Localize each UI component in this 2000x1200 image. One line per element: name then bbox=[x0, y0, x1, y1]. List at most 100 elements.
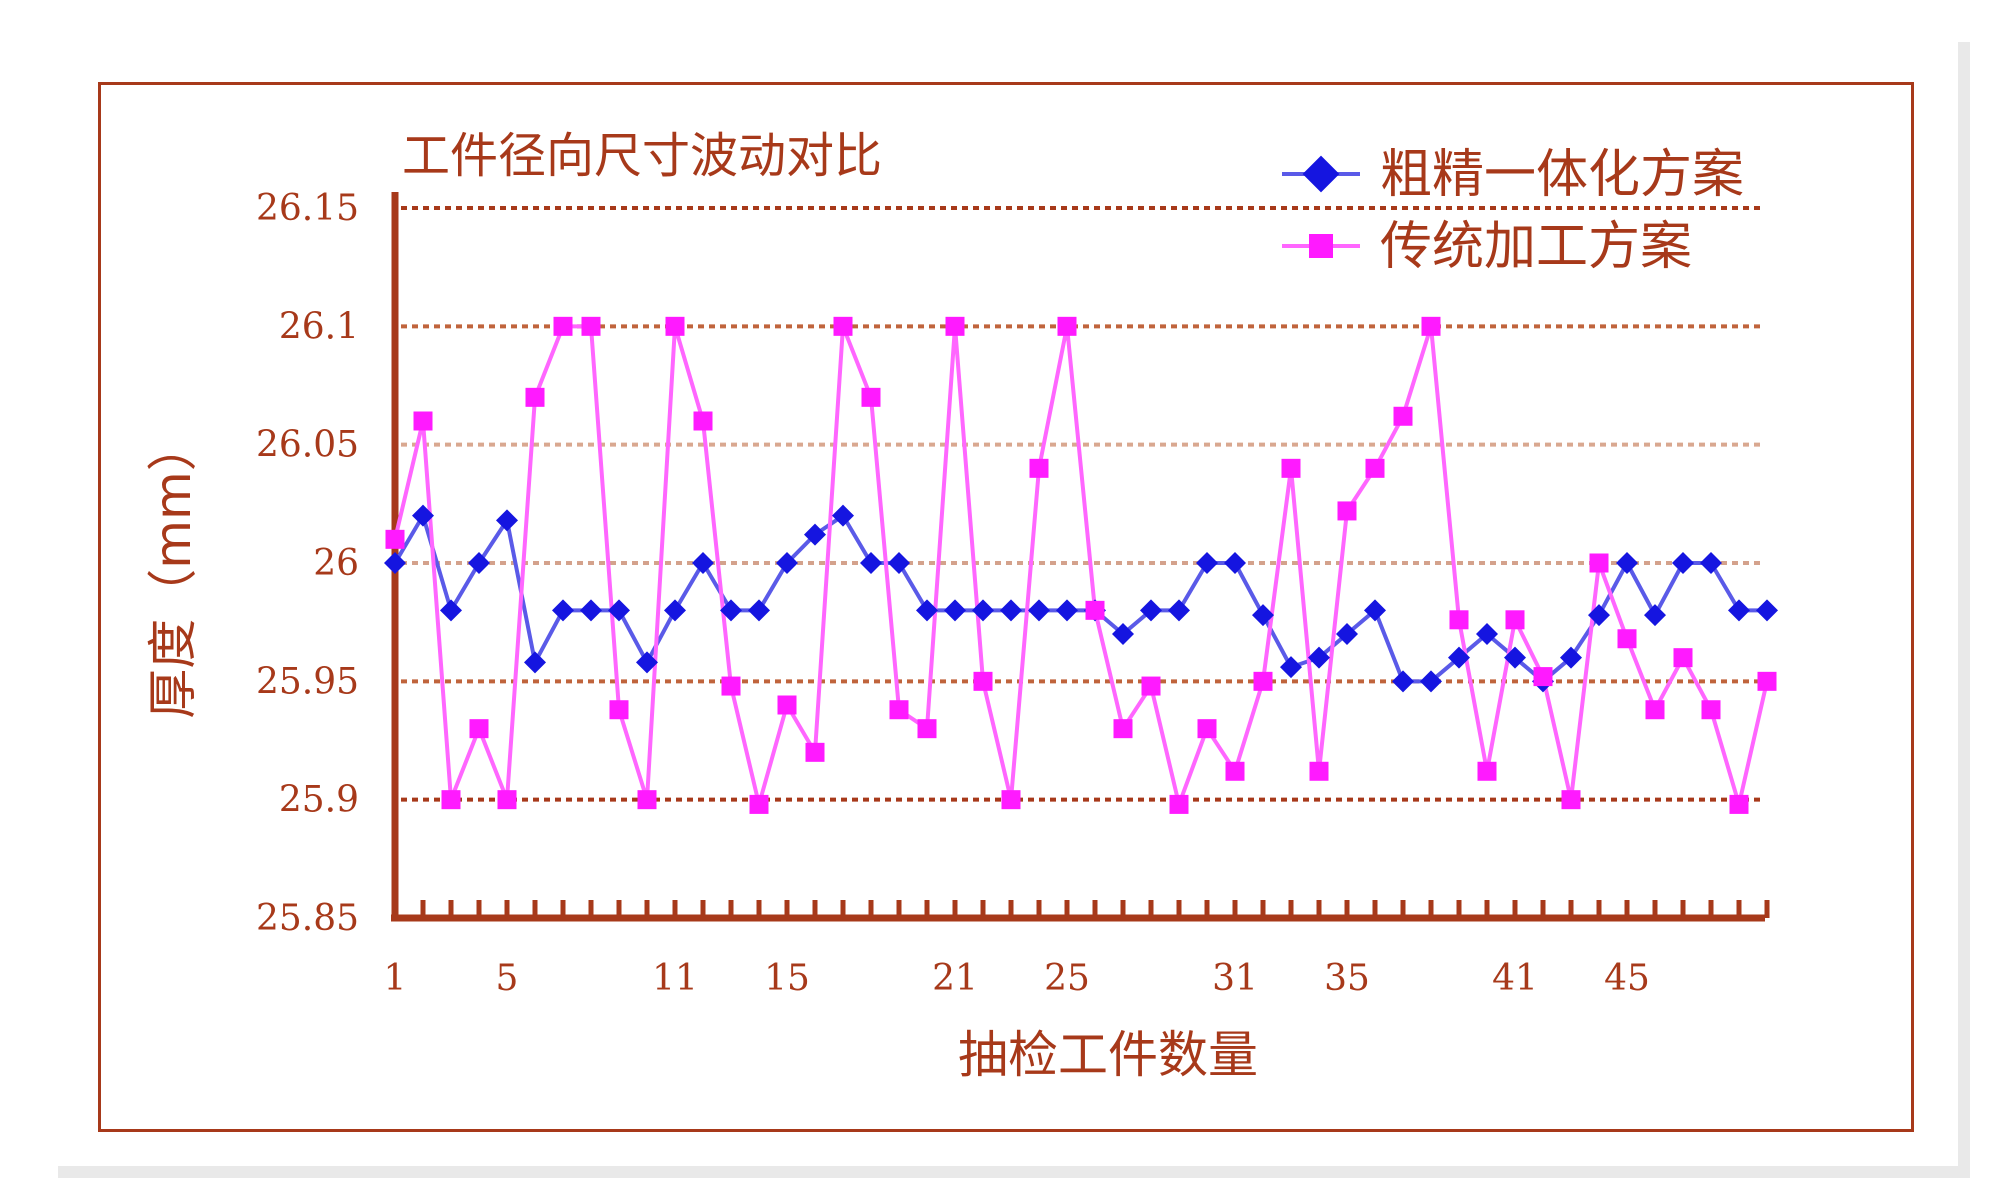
series-line bbox=[393, 324, 1769, 807]
data-point-diamond bbox=[580, 599, 602, 622]
data-point-square bbox=[1001, 790, 1021, 810]
data-point-square bbox=[721, 676, 741, 696]
data-point-square bbox=[1505, 610, 1525, 630]
data-point-square bbox=[497, 790, 517, 810]
data-point-diamond bbox=[860, 552, 882, 574]
data-point-diamond bbox=[1056, 599, 1078, 622]
data-point-diamond bbox=[412, 504, 434, 527]
data-point-square bbox=[1141, 676, 1161, 696]
data-point-diamond bbox=[832, 504, 854, 527]
data-point-square bbox=[945, 316, 965, 336]
data-point-square bbox=[553, 316, 573, 336]
y-tick-label: 25.95 bbox=[256, 661, 359, 702]
data-point-diamond bbox=[1392, 670, 1414, 693]
data-point-square bbox=[1365, 458, 1385, 478]
data-point-diamond bbox=[972, 599, 994, 622]
data-point-diamond bbox=[776, 552, 798, 574]
data-point-square bbox=[1589, 553, 1609, 573]
y-tick-label: 26.1 bbox=[279, 306, 359, 347]
data-point-diamond bbox=[1588, 604, 1610, 627]
data-point-square bbox=[1533, 667, 1553, 687]
data-point-diamond bbox=[1196, 552, 1218, 574]
data-point-diamond bbox=[720, 599, 742, 622]
data-point-diamond bbox=[1168, 599, 1190, 622]
data-point-diamond bbox=[692, 552, 714, 574]
x-tick-label: 31 bbox=[1212, 958, 1258, 999]
data-point-square bbox=[1085, 600, 1105, 620]
x-tick-labels: 1 5 11 15 21 25 31 35 41 45 bbox=[384, 958, 1650, 999]
series-layer bbox=[384, 316, 1778, 814]
data-point-diamond bbox=[524, 651, 546, 674]
data-point-diamond bbox=[804, 523, 826, 546]
data-point-square bbox=[1029, 458, 1049, 478]
chart-title: 工件径向尺寸波动对比 bbox=[402, 128, 882, 184]
data-point-square bbox=[1645, 700, 1665, 720]
data-point-square bbox=[1113, 719, 1133, 739]
series-0-markers bbox=[384, 504, 1778, 693]
x-tick-label: 41 bbox=[1492, 958, 1538, 999]
x-tick-label: 11 bbox=[652, 958, 698, 999]
data-point-square bbox=[1477, 761, 1497, 781]
data-point-diamond bbox=[1420, 670, 1442, 693]
data-point-diamond bbox=[1280, 656, 1302, 679]
data-point-diamond bbox=[888, 552, 910, 574]
data-point-square bbox=[581, 316, 601, 336]
data-point-square bbox=[385, 529, 405, 549]
data-point-square bbox=[413, 411, 433, 431]
data-point-square bbox=[441, 790, 461, 810]
data-point-square bbox=[1561, 790, 1581, 810]
data-point-square bbox=[1253, 671, 1273, 691]
data-point-diamond bbox=[1336, 623, 1358, 645]
data-point-diamond bbox=[1756, 599, 1778, 622]
data-point-square bbox=[833, 316, 853, 336]
x-tick-label: 35 bbox=[1324, 958, 1370, 999]
data-point-square bbox=[749, 794, 769, 814]
y-tick-label: 26.15 bbox=[256, 188, 359, 229]
data-point-square bbox=[665, 316, 685, 336]
series-1 bbox=[393, 324, 1769, 807]
y-axis-title: 厚度（mm） bbox=[144, 421, 202, 718]
data-point-diamond bbox=[636, 651, 658, 674]
x-tick-label: 45 bbox=[1604, 958, 1650, 999]
data-point-square bbox=[1393, 406, 1413, 426]
data-point-diamond bbox=[1364, 599, 1386, 622]
y-tick-label: 26.05 bbox=[256, 425, 359, 466]
data-point-square bbox=[469, 719, 489, 739]
data-point-square bbox=[973, 671, 993, 691]
data-point-square bbox=[861, 387, 881, 407]
x-tick-label: 25 bbox=[1044, 958, 1090, 999]
data-point-diamond bbox=[1476, 623, 1498, 645]
legend: 粗精一体化方案 传统加工方案 bbox=[1282, 145, 1744, 277]
x-axis-title: 抽检工件数量 bbox=[958, 1026, 1258, 1084]
data-point-square bbox=[1449, 610, 1469, 630]
data-point-square bbox=[805, 742, 825, 762]
data-point-square bbox=[525, 387, 545, 407]
legend-label-0: 粗精一体化方案 bbox=[1380, 145, 1744, 205]
legend-entry-1: 传统加工方案 bbox=[1282, 217, 1692, 277]
data-point-diamond bbox=[1616, 552, 1638, 574]
y-tick-label: 25.85 bbox=[256, 898, 359, 939]
data-point-diamond bbox=[1252, 604, 1274, 627]
data-point-diamond bbox=[384, 552, 406, 574]
data-point-diamond bbox=[1140, 599, 1162, 622]
x-tick-label: 15 bbox=[764, 958, 810, 999]
data-point-diamond bbox=[440, 599, 462, 622]
legend-diamond-marker bbox=[1302, 155, 1340, 193]
axes bbox=[391, 192, 1770, 922]
data-point-square bbox=[1057, 316, 1077, 336]
x-tick-label: 5 bbox=[496, 958, 519, 999]
legend-label-1: 传统加工方案 bbox=[1380, 217, 1692, 277]
data-point-square bbox=[1169, 794, 1189, 814]
data-point-square bbox=[1225, 761, 1245, 781]
data-point-diamond bbox=[664, 599, 686, 622]
data-point-diamond bbox=[468, 552, 490, 574]
data-point-diamond bbox=[748, 599, 770, 622]
legend-square-marker bbox=[1309, 234, 1333, 258]
data-point-diamond bbox=[1028, 599, 1050, 622]
data-point-square bbox=[693, 411, 713, 431]
data-point-square bbox=[1617, 629, 1637, 649]
data-point-square bbox=[1701, 700, 1721, 720]
data-point-diamond bbox=[1224, 552, 1246, 574]
data-point-square bbox=[889, 700, 909, 720]
